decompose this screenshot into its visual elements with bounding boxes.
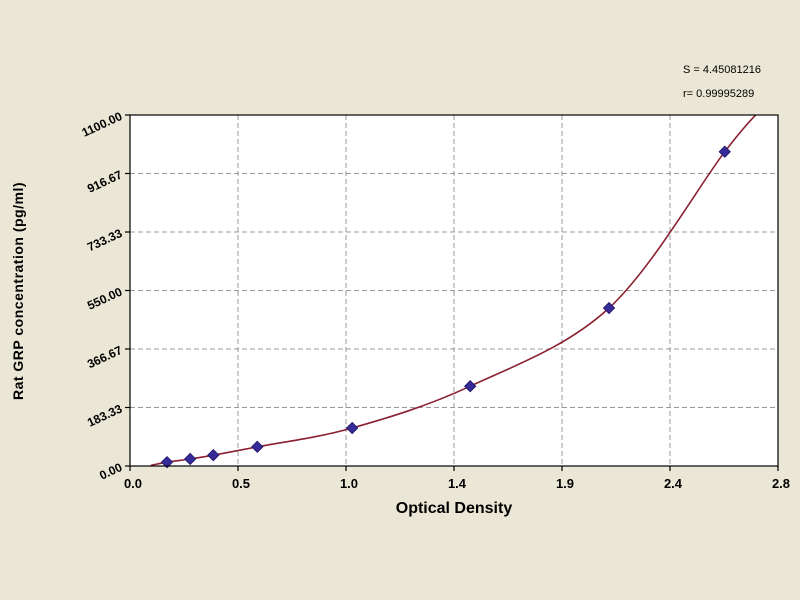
data-point-marker [183,452,197,466]
x-tick-label: 1.4 [448,476,467,491]
y-tick-label: 550.00 [85,284,124,312]
data-point-marker [602,301,616,315]
data-point-marker [251,440,264,454]
fit-statistics: S = 4.45081216 r= 0.99995289 [683,58,761,106]
y-tick-label: 916.67 [85,167,124,195]
x-tick-label: 2.4 [664,476,683,491]
data-point-marker [463,380,477,393]
fit-stat-s: S = 4.45081216 [683,64,761,76]
x-tick-label: 1.0 [340,476,358,491]
y-tick-label: 366.67 [85,343,124,371]
x-tick-label: 2.8 [772,476,790,491]
fit-stat-r: r= 0.99995289 [683,88,755,100]
x-tick-label: 1.9 [556,476,574,491]
data-point-marker [207,448,220,462]
y-tick-label: 183.33 [85,401,124,429]
x-tick-label: 0.0 [124,476,142,491]
y-tick-label: 0.00 [97,460,124,483]
data-point-marker [160,455,174,469]
y-tick-label: 733.33 [85,226,124,254]
data-point-marker [718,145,731,158]
data-point-marker [345,421,359,435]
x-tick-label: 0.5 [232,476,250,491]
x-axis-title: Optical Density [395,500,513,517]
y-tick-label: 1100.00 [80,109,125,140]
